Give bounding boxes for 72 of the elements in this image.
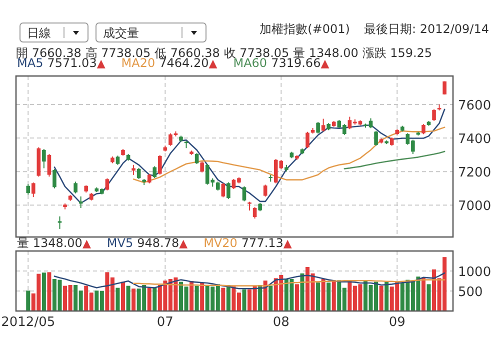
candlestick (242, 186, 246, 202)
candlestick (432, 108, 436, 122)
candlestick (200, 161, 204, 173)
bar (26, 290, 30, 311)
line-series (54, 108, 446, 204)
candlestick (58, 216, 62, 230)
bar (221, 288, 226, 311)
candlestick (263, 184, 268, 198)
y-tick-label: 7000 (458, 199, 492, 214)
bar (47, 272, 52, 311)
line-series (344, 150, 446, 170)
candlestick (194, 152, 199, 165)
candlestick (374, 130, 378, 146)
candlestick (32, 182, 36, 198)
bar (152, 288, 157, 311)
bar (200, 283, 204, 311)
candlestick (105, 178, 110, 191)
candlestick (42, 148, 46, 169)
candlestick (26, 184, 30, 196)
candlestick (321, 118, 326, 132)
candlestick (221, 182, 226, 198)
bar (321, 279, 326, 311)
candlestick (52, 168, 56, 189)
bar (268, 286, 273, 311)
y-tick-label: 500 (458, 285, 483, 300)
y-tick-label: 7400 (458, 132, 492, 148)
candlestick (442, 80, 446, 95)
line-series (132, 126, 446, 184)
bar (147, 288, 152, 311)
y-tick-label: 7200 (458, 166, 492, 181)
chart-title: 加權指數(#001) (260, 22, 350, 36)
line-series (54, 272, 446, 290)
bar (316, 282, 320, 311)
bar (126, 286, 130, 311)
bar (121, 282, 126, 311)
legend: 量 1348.00▲ MV5 948.78▲ MV20 777.13▲ (17, 236, 292, 250)
bar (426, 284, 431, 311)
candlestick (147, 173, 152, 184)
x-tick-label: 09 (388, 315, 406, 330)
bar (384, 282, 389, 311)
bar (116, 288, 120, 311)
bar (190, 281, 194, 311)
bar (42, 272, 46, 311)
candlestick (116, 155, 120, 166)
candlestick (152, 166, 157, 178)
bar (332, 280, 336, 311)
x-tick-label: 07 (156, 315, 174, 330)
bar (242, 289, 246, 311)
text: 日線 (27, 26, 51, 40)
text: 成交量 (103, 26, 139, 40)
x-tick-label: 2012/05 (1, 315, 56, 330)
x-tick-label: 08 (272, 315, 290, 330)
bar (300, 273, 304, 311)
candlestick (47, 153, 52, 178)
candlestick (252, 206, 257, 220)
bar (194, 286, 199, 311)
y-tick-label: 7600 (458, 98, 492, 114)
bar (294, 284, 299, 311)
candlestick (74, 181, 78, 194)
candlestick (158, 154, 162, 176)
bar (132, 288, 136, 311)
candlestick (316, 121, 320, 134)
candlestick (136, 167, 141, 180)
bar (421, 277, 426, 311)
candlestick (132, 164, 136, 176)
candlestick (306, 131, 310, 149)
candlestick (422, 124, 426, 135)
candlestick (226, 182, 230, 200)
y-tick-label: 1000 (458, 265, 492, 280)
chart-subtitle: 最後日期: 2012/09/14 (364, 22, 489, 36)
bar (326, 282, 331, 311)
bar (379, 286, 384, 311)
